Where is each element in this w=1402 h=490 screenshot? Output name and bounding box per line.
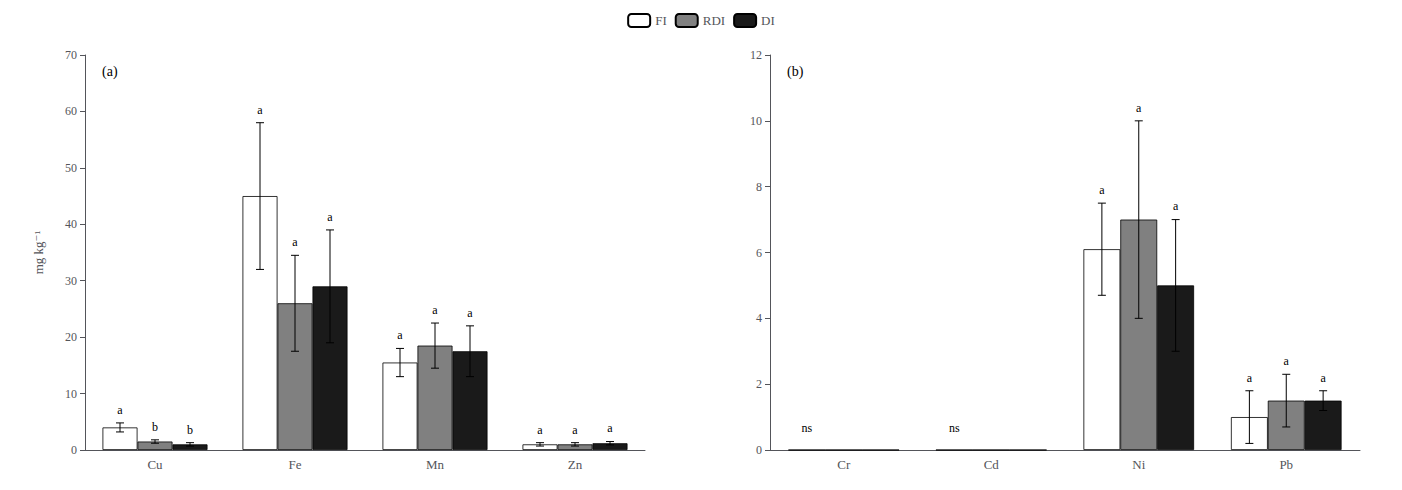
svg-text:FI: FI — [655, 13, 667, 28]
svg-text:12: 12 — [750, 48, 762, 62]
svg-text:8: 8 — [756, 180, 762, 194]
svg-text:Fe: Fe — [289, 457, 302, 472]
svg-text:60: 60 — [65, 104, 77, 118]
svg-text:b: b — [152, 420, 158, 434]
svg-text:b: b — [187, 423, 193, 437]
svg-text:mg kg⁻¹: mg kg⁻¹ — [31, 231, 46, 275]
svg-text:30: 30 — [65, 274, 77, 288]
svg-text:a: a — [537, 423, 543, 437]
svg-text:a: a — [1099, 183, 1105, 197]
svg-text:Cd: Cd — [984, 457, 1000, 472]
svg-text:a: a — [1173, 199, 1179, 213]
svg-text:DI: DI — [761, 13, 775, 28]
svg-text:Cu: Cu — [147, 457, 163, 472]
svg-text:a: a — [572, 423, 578, 437]
svg-text:40: 40 — [65, 217, 77, 231]
svg-text:ns: ns — [802, 421, 813, 435]
svg-text:2: 2 — [756, 377, 762, 391]
svg-text:0: 0 — [71, 443, 77, 457]
svg-text:Cr: Cr — [837, 457, 851, 472]
svg-text:10: 10 — [65, 387, 77, 401]
svg-text:70: 70 — [65, 48, 77, 62]
svg-text:10: 10 — [750, 114, 762, 128]
svg-text:a: a — [117, 403, 123, 417]
svg-text:a: a — [1284, 354, 1290, 368]
svg-text:a: a — [607, 421, 613, 435]
svg-text:a: a — [292, 235, 298, 249]
svg-text:a: a — [257, 103, 263, 117]
svg-text:Mn: Mn — [426, 457, 445, 472]
svg-text:a: a — [467, 306, 473, 320]
svg-text:50: 50 — [65, 161, 77, 175]
svg-text:6: 6 — [756, 246, 762, 260]
svg-text:a: a — [397, 328, 403, 342]
svg-text:(a): (a) — [102, 64, 118, 80]
svg-text:ns: ns — [949, 421, 960, 435]
svg-text:Pb: Pb — [1279, 457, 1293, 472]
svg-text:a: a — [432, 303, 438, 317]
svg-text:20: 20 — [65, 330, 77, 344]
svg-text:0: 0 — [756, 443, 762, 457]
svg-text:(b): (b) — [787, 64, 804, 80]
svg-text:4: 4 — [756, 311, 762, 325]
svg-text:Ni: Ni — [1132, 457, 1145, 472]
svg-text:Zn: Zn — [568, 457, 583, 472]
svg-text:a: a — [1247, 371, 1253, 385]
svg-text:a: a — [1320, 371, 1326, 385]
svg-text:a: a — [1136, 101, 1142, 115]
svg-text:RDI: RDI — [703, 13, 725, 28]
svg-text:a: a — [327, 210, 333, 224]
